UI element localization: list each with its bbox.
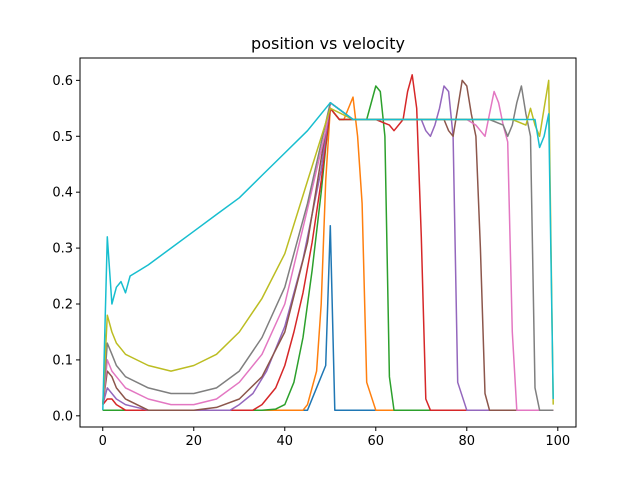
series-line-10 [102, 101, 554, 411]
y-tick-label: 0.3 [52, 242, 73, 257]
y-tick-label: 0.6 [52, 74, 73, 89]
y-tick-label: 0.1 [52, 353, 73, 368]
x-tick-label: 20 [185, 434, 202, 449]
y-tick-label: 0.0 [52, 409, 73, 424]
x-tick-label: 80 [459, 434, 476, 449]
plot-lines [102, 74, 554, 411]
x-tick-label: 100 [545, 434, 570, 449]
series-line-9 [102, 79, 554, 405]
x-tick-label: 0 [99, 434, 107, 449]
x-tick-label: 60 [368, 434, 385, 449]
x-tick-label: 40 [276, 434, 293, 449]
y-tick-label: 0.2 [52, 298, 73, 313]
x-axis: 0 20 40 60 80 100 [99, 427, 570, 449]
chart-title: position vs velocity [251, 34, 405, 53]
y-tick-label: 0.5 [52, 130, 73, 145]
y-tick-label: 0.4 [52, 186, 73, 201]
plot-frame [79, 57, 577, 428]
y-axis: 0.0 0.1 0.2 0.3 0.4 0.5 0.6 [52, 74, 80, 424]
